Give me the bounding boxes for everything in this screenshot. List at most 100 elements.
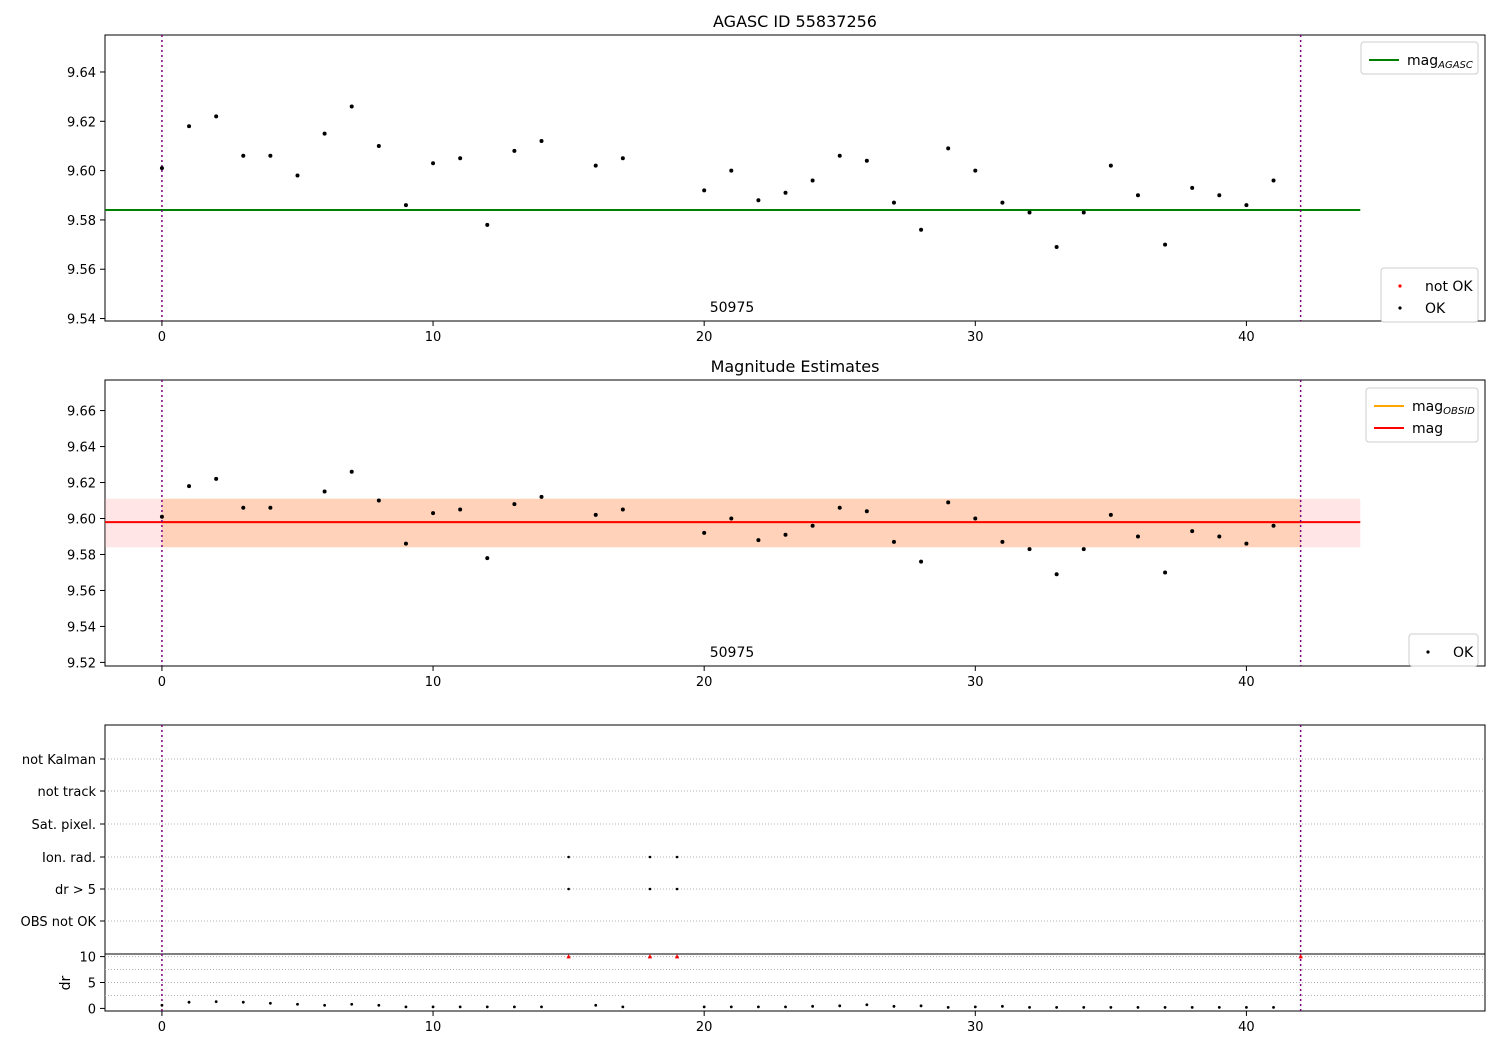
y-tick-label: 9.60 <box>67 165 96 180</box>
dr-point <box>1082 1005 1086 1009</box>
x-tick-label: 10 <box>425 675 442 690</box>
x-tick-label: 30 <box>967 330 984 345</box>
data-point <box>1027 547 1032 552</box>
data-point <box>702 530 707 535</box>
panel-agasc-title: AGASC ID 55837256 <box>713 12 877 31</box>
data-point <box>322 131 327 136</box>
legend-box <box>1380 267 1479 323</box>
data-point <box>729 168 734 173</box>
data-point <box>214 114 219 119</box>
flag-label: dr > 5 <box>55 883 96 898</box>
data-point <box>1271 523 1276 528</box>
data-point <box>593 163 598 168</box>
data-point <box>1190 185 1195 190</box>
data-point <box>1135 193 1140 198</box>
y-tick-label: 10 <box>79 951 96 966</box>
dr-point <box>1190 1005 1194 1009</box>
dr-point <box>756 1005 760 1009</box>
dr-point <box>729 1005 733 1009</box>
data-point <box>458 507 463 512</box>
data-point <box>512 148 517 153</box>
flag-point <box>648 887 652 891</box>
flag-label: not track <box>37 785 96 800</box>
data-point <box>864 509 869 514</box>
flag-point <box>567 855 570 859</box>
legend-label: OK <box>1453 645 1474 661</box>
dr-point <box>1163 1005 1167 1009</box>
flag-point <box>675 855 679 859</box>
data-point <box>268 153 273 158</box>
dr-point <box>323 1003 327 1007</box>
data-point <box>349 469 354 474</box>
data-point <box>810 178 815 183</box>
dr-point <box>892 1004 896 1008</box>
flag-label: not Kalman <box>22 753 96 768</box>
dr-ylabel: dr <box>58 975 74 990</box>
dr-point <box>1028 1005 1031 1009</box>
data-point <box>431 161 436 166</box>
flag-label: Ion. rad. <box>42 851 96 866</box>
data-point <box>946 500 951 505</box>
dr-point <box>1272 1005 1275 1009</box>
data-point <box>1163 242 1168 247</box>
data-point <box>891 539 896 544</box>
y-tick-label: 9.60 <box>67 513 96 528</box>
dr-point <box>784 1005 787 1009</box>
x-tick-label: 40 <box>1238 330 1255 345</box>
data-point <box>919 227 924 232</box>
legend-label: OK <box>1425 301 1446 317</box>
x-tick-label: 40 <box>1238 1020 1255 1035</box>
panel-mag-title: Magnitude Estimates <box>711 357 880 376</box>
data-point <box>1244 203 1249 208</box>
panel-dr: 0 10 20 30 40 0 5 10 dr <box>58 951 1486 1035</box>
panel-mag-annotation: 50975 <box>710 645 755 661</box>
data-point <box>919 559 924 564</box>
data-point <box>1163 570 1168 575</box>
legend-box <box>1408 633 1479 667</box>
data-point <box>1081 547 1086 552</box>
data-point <box>620 507 625 512</box>
data-point <box>946 146 951 151</box>
dr-point <box>160 1003 164 1007</box>
data-point <box>620 156 625 161</box>
dr-point <box>1055 1005 1059 1009</box>
data-point <box>214 476 219 481</box>
y-tick-label: 9.56 <box>67 263 96 278</box>
data-point <box>1081 210 1086 215</box>
data-point <box>187 124 192 129</box>
x-tick-label: 20 <box>696 1020 713 1035</box>
panel-flags: not Kalman not track Sat. pixel. Ion. rad. d… <box>21 724 1486 955</box>
y-tick-label: 0 <box>88 1002 96 1017</box>
dr-point <box>350 1002 354 1006</box>
dr-point <box>268 1001 272 1005</box>
y-tick-label: 5 <box>88 977 96 992</box>
axes-frame <box>104 34 1486 322</box>
dr-point <box>187 1000 191 1004</box>
data-point <box>187 484 192 489</box>
data-point <box>729 516 734 521</box>
data-point <box>702 188 707 193</box>
data-point <box>1054 245 1059 250</box>
y-tick-label: 9.64 <box>67 66 96 81</box>
y-tick-label: 9.52 <box>67 656 96 671</box>
dr-point <box>296 1002 299 1006</box>
legend-marker <box>1426 650 1430 654</box>
data-point <box>295 173 300 178</box>
data-point <box>864 158 869 163</box>
dr-point <box>1217 1005 1221 1009</box>
data-point <box>756 538 761 543</box>
dr-point <box>811 1004 815 1008</box>
data-point <box>1271 178 1276 183</box>
data-point <box>539 494 544 499</box>
data-point <box>1190 529 1195 534</box>
data-point <box>403 203 408 208</box>
y-tick-label: 9.62 <box>67 115 96 130</box>
x-tick-label: 30 <box>967 1020 984 1035</box>
dr-point <box>865 1003 869 1007</box>
x-tick-label: 20 <box>696 675 713 690</box>
dr-point <box>431 1005 435 1009</box>
x-tick-label: 0 <box>158 1020 166 1035</box>
flag-point <box>567 887 570 891</box>
data-point <box>241 153 246 158</box>
y-tick-label: 9.58 <box>67 548 96 563</box>
